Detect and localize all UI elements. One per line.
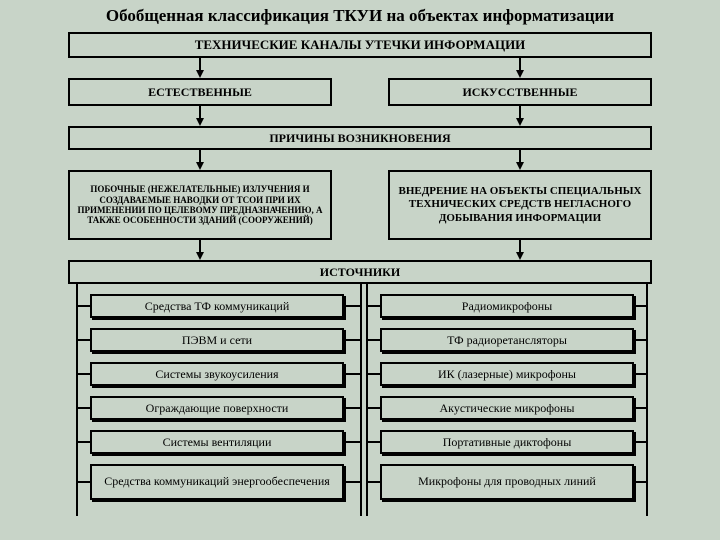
connector: [344, 441, 362, 443]
connector: [634, 481, 648, 483]
source-right-0: Радиомикрофоны: [380, 294, 634, 318]
source-left-4-label: Системы вентиляции: [163, 435, 272, 450]
box-artificial: ИСКУССТВЕННЫЕ: [388, 78, 652, 106]
connector: [634, 339, 648, 341]
box-natural: ЕСТЕСТВЕННЫЕ: [68, 78, 332, 106]
source-right-2-label: ИК (лазерные) микрофоны: [438, 367, 576, 382]
box-cause-left: ПОБОЧНЫЕ (НЕЖЕЛАТЕЛЬНЫЕ) ИЗЛУЧЕНИЯ И СОЗ…: [68, 170, 332, 240]
box-sources-label: ИСТОЧНИКИ: [320, 265, 400, 280]
source-right-4-label: Портативные диктофоны: [443, 435, 572, 450]
source-right-5-label: Микрофоны для проводных линий: [418, 475, 596, 488]
arrow: [516, 70, 524, 78]
page-title: Обобщенная классификация ТКУИ на объекта…: [40, 6, 680, 26]
source-right-3: Акустические микрофоны: [380, 396, 634, 420]
source-left-5-label: Средства коммуникаций энергообеспечения: [104, 475, 330, 488]
arrow: [516, 252, 524, 260]
connector: [344, 481, 362, 483]
source-left-1: ПЭВМ и сети: [90, 328, 344, 352]
box-causes-label: ПРИЧИНЫ ВОЗНИКНОВЕНИЯ: [269, 131, 450, 146]
source-left-5: Средства коммуникаций энергообеспечения: [90, 464, 344, 500]
arrow: [196, 70, 204, 78]
box-cause-left-label: ПОБОЧНЫЕ (НЕЖЕЛАТЕЛЬНЫЕ) ИЗЛУЧЕНИЯ И СОЗ…: [73, 184, 327, 225]
box-causes: ПРИЧИНЫ ВОЗНИКНОВЕНИЯ: [68, 126, 652, 150]
box-artificial-label: ИСКУССТВЕННЫЕ: [462, 85, 577, 100]
connector: [366, 481, 380, 483]
connector: [634, 305, 648, 307]
source-left-0-label: Средства ТФ коммуникаций: [145, 299, 290, 314]
source-right-1-label: ТФ радиоретансляторы: [447, 333, 567, 348]
arrow: [516, 118, 524, 126]
source-right-3-label: Акустические микрофоны: [440, 401, 575, 416]
connector: [366, 305, 380, 307]
connector: [76, 407, 90, 409]
box-cause-right: ВНЕДРЕНИЕ НА ОБЪЕКТЫ СПЕЦИАЛЬНЫХ ТЕХНИЧЕ…: [388, 170, 652, 240]
connector: [366, 339, 380, 341]
source-right-0-label: Радиомикрофоны: [462, 299, 552, 314]
connector: [76, 305, 90, 307]
source-left-1-label: ПЭВМ и сети: [182, 333, 252, 348]
arrow: [516, 162, 524, 170]
box-channels: ТЕХНИЧЕСКИЕ КАНАЛЫ УТЕЧКИ ИНФОРМАЦИИ: [68, 32, 652, 58]
connector: [366, 373, 380, 375]
source-left-2-label: Системы звукоусиления: [155, 367, 278, 382]
source-left-4: Системы вентиляции: [90, 430, 344, 454]
connector: [344, 305, 362, 307]
connector: [366, 407, 380, 409]
source-left-3: Ограждающие поверхности: [90, 396, 344, 420]
connector: [634, 407, 648, 409]
connector: [76, 373, 90, 375]
arrow: [196, 162, 204, 170]
source-left-2: Системы звукоусиления: [90, 362, 344, 386]
connector: [76, 339, 90, 341]
source-right-4: Портативные диктофоны: [380, 430, 634, 454]
arrow: [196, 252, 204, 260]
connector: [76, 441, 90, 443]
box-channels-label: ТЕХНИЧЕСКИЕ КАНАЛЫ УТЕЧКИ ИНФОРМАЦИИ: [195, 37, 526, 53]
connector: [344, 373, 362, 375]
connector: [634, 373, 648, 375]
box-natural-label: ЕСТЕСТВЕННЫЕ: [148, 85, 252, 100]
source-left-3-label: Ограждающие поверхности: [146, 401, 289, 416]
connector: [634, 441, 648, 443]
connector: [344, 339, 362, 341]
connector: [76, 481, 90, 483]
box-sources: ИСТОЧНИКИ: [68, 260, 652, 284]
connector: [366, 441, 380, 443]
connector: [344, 407, 362, 409]
source-left-0: Средства ТФ коммуникаций: [90, 294, 344, 318]
arrow: [196, 118, 204, 126]
source-right-5: Микрофоны для проводных линий: [380, 464, 634, 500]
box-cause-right-label: ВНЕДРЕНИЕ НА ОБЪЕКТЫ СПЕЦИАЛЬНЫХ ТЕХНИЧЕ…: [394, 185, 646, 225]
source-right-2: ИК (лазерные) микрофоны: [380, 362, 634, 386]
source-right-1: ТФ радиоретансляторы: [380, 328, 634, 352]
